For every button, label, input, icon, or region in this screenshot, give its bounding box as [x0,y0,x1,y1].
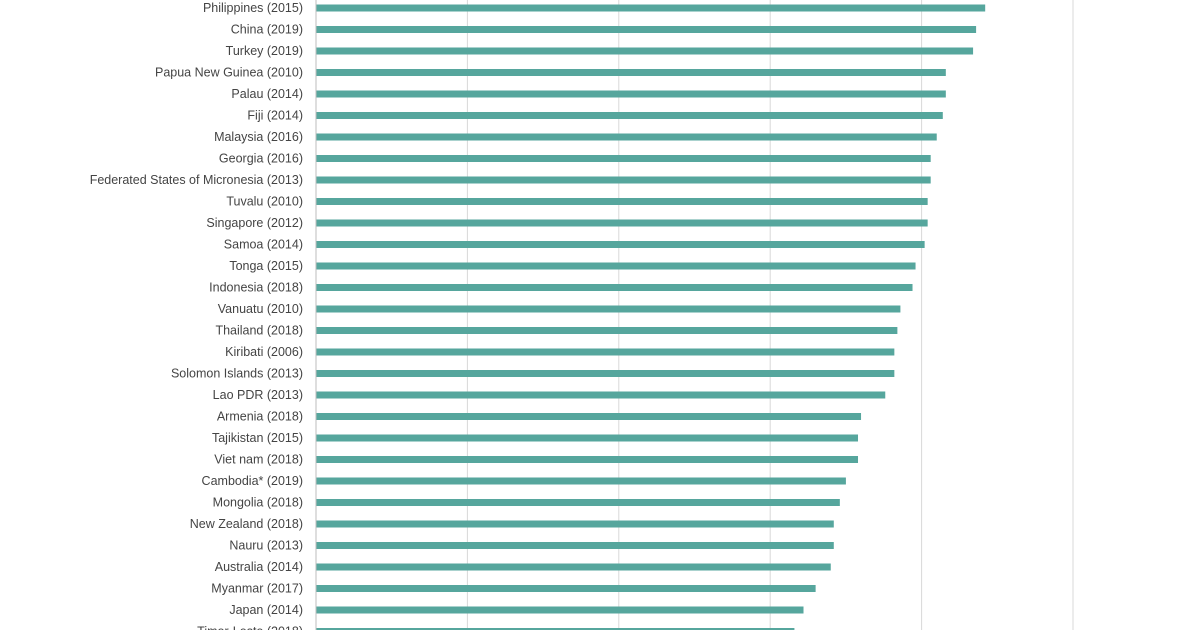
bar [316,542,834,549]
category-label: Thailand (2018) [215,324,303,338]
category-label: Malaysia (2016) [214,130,303,144]
category-label: Papua New Guinea (2010) [155,66,303,80]
category-label: Kiribati (2006) [225,345,303,359]
category-label: Tuvalu (2010) [226,195,303,209]
bar [316,628,795,630]
bar [316,413,862,420]
category-label: China (2019) [231,23,303,37]
bar [316,198,928,205]
category-label: Fiji (2014) [247,109,303,123]
category-label: Federated States of Micronesia (2013) [90,173,303,187]
bar [316,176,931,184]
category-label: Solomon Islands (2013) [171,367,303,381]
category-label: Myanmar (2017) [211,582,303,596]
bar [316,585,816,592]
category-label: Mongolia (2018) [213,496,303,510]
category-label: Vanuatu (2010) [218,302,303,316]
bar [316,520,834,528]
category-label: Armenia (2018) [217,410,303,424]
category-label: Palau (2014) [231,87,303,101]
bar [316,477,846,485]
category-label: Timor-Leste (2018) [197,625,303,630]
bar [316,606,804,614]
category-label: Nauru (2013) [229,539,303,553]
category-label: Viet nam (2018) [214,453,303,467]
bar [316,305,901,313]
category-label: Philippines (2015) [203,1,303,15]
bar [316,434,859,442]
bar [316,262,916,270]
bar [316,26,977,33]
category-label: Cambodia* (2019) [202,474,303,488]
bar [316,112,943,119]
bar [316,391,886,399]
bar [316,348,895,356]
category-label: Japan (2014) [229,603,303,617]
category-label: Georgia (2016) [219,152,303,166]
bar [316,69,946,76]
bar [316,155,931,162]
category-label: Australia (2014) [215,560,303,574]
bar [316,456,859,463]
bar [316,47,974,55]
category-labels: Philippines (2015) China (2019) Turkey (20… [90,1,303,630]
category-label: Indonesia (2018) [209,281,303,295]
category-label: Turkey (2019) [226,44,303,58]
category-label: Lao PDR (2013) [213,388,303,402]
bar [316,284,913,291]
bar [316,219,928,227]
bar [316,241,925,248]
category-label: New Zealand (2018) [190,517,303,531]
category-label: Tajikistan (2015) [212,431,303,445]
category-label: Samoa (2014) [224,238,303,252]
bar [316,4,986,12]
bar [316,563,831,571]
bar [316,499,840,506]
category-label: Tonga (2015) [229,259,303,273]
bar [316,370,895,377]
bar [316,90,946,98]
category-label: Singapore (2012) [206,216,303,230]
bars [316,4,986,630]
bar [316,327,898,334]
bar [316,133,937,141]
